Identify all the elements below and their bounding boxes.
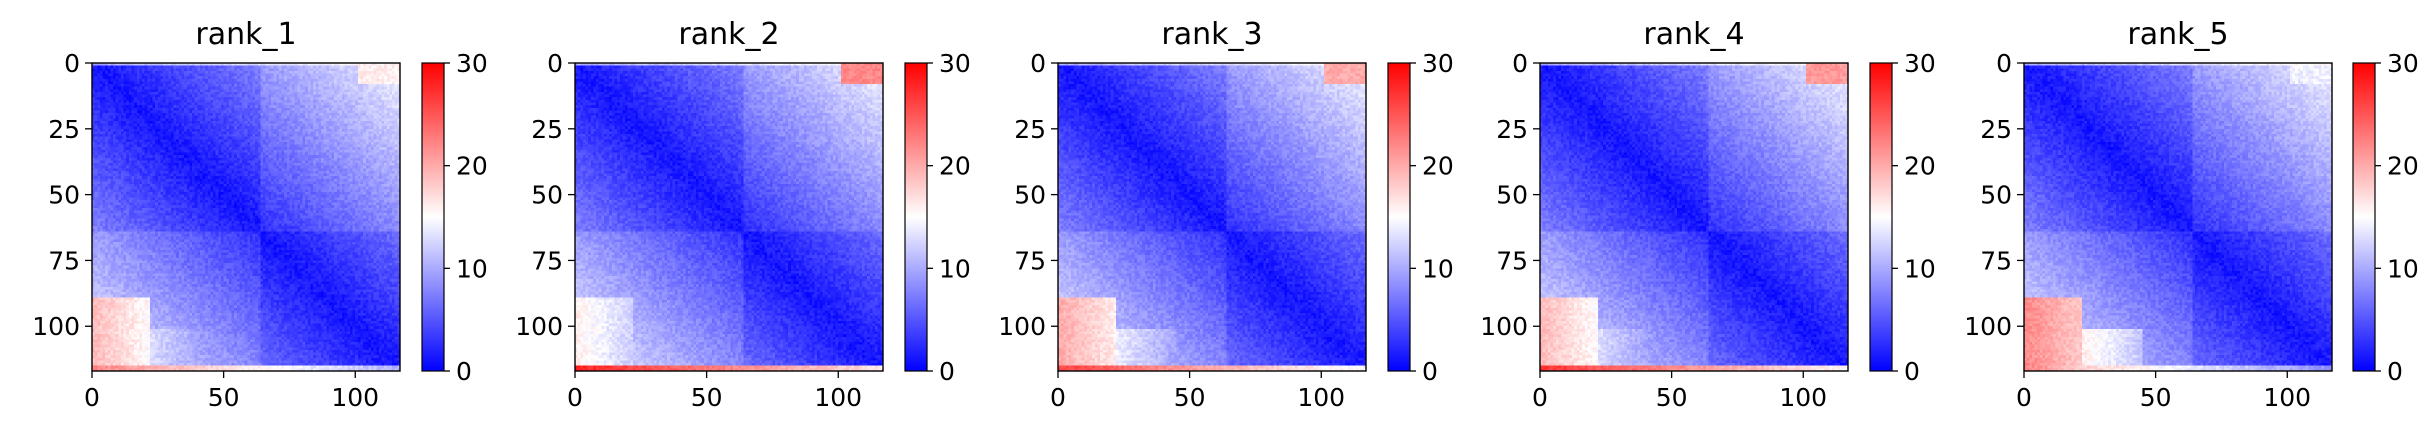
axes-frame — [1057, 62, 1367, 372]
colorbar — [904, 62, 928, 372]
subplot-rank_4: rank_4 0 25 50 75 100 0 50 100 0 10 20 30 — [1480, 17, 1936, 412]
colorbar-tick-label: 30 — [1904, 49, 1936, 78]
y-tick-label: 75 — [531, 246, 563, 275]
y-tick-label: 75 — [1980, 246, 2012, 275]
y-tick-label: 0 — [1512, 49, 1528, 78]
x-tick-label: 0 — [84, 383, 100, 412]
subplot-rank_2: rank_2 0 25 50 75 100 0 50 100 0 10 20 30 — [515, 17, 971, 412]
subplot-title: rank_3 — [1161, 17, 1262, 52]
axes-frame — [91, 62, 401, 372]
colorbar-tick-label: 30 — [456, 49, 488, 78]
x-tick-label: 0 — [567, 383, 583, 412]
axes-frame — [1539, 62, 1849, 372]
colorbar-tick-label: 0 — [2387, 357, 2403, 386]
y-tick-label: 50 — [1980, 181, 2012, 210]
colorbar-tick-label: 10 — [1422, 254, 1454, 283]
subplot-title: rank_5 — [2127, 17, 2228, 52]
x-tick-label: 0 — [2016, 383, 2032, 412]
x-tick-label: 50 — [1174, 383, 1206, 412]
colorbar-tick-label: 10 — [1904, 254, 1936, 283]
subplot-rank_1: rank_1 0 25 50 75 100 0 50 100 0 10 20 30 — [32, 17, 488, 412]
y-tick-label: 100 — [32, 312, 80, 341]
y-tick-label: 100 — [515, 312, 563, 341]
heatmap-rank_5 — [2024, 63, 2332, 371]
colorbar — [1869, 62, 1893, 372]
colorbar-tick-label: 10 — [456, 254, 488, 283]
x-tick-label: 100 — [1297, 383, 1345, 412]
x-tick-label: 100 — [814, 383, 862, 412]
subplot-rank_3: rank_3 0 25 50 75 100 0 50 100 0 10 20 30 — [998, 17, 1454, 412]
colorbar-tick-label: 10 — [939, 254, 971, 283]
y-tick-label: 75 — [1014, 246, 1046, 275]
y-tick-label: 0 — [1030, 49, 1046, 78]
x-tick-label: 50 — [2140, 383, 2172, 412]
y-tick-label: 25 — [1496, 115, 1528, 144]
x-tick-label: 50 — [208, 383, 240, 412]
colorbar-tick-label: 20 — [456, 152, 488, 181]
colorbar-tick-label: 30 — [939, 49, 971, 78]
y-tick-label: 50 — [1014, 181, 1046, 210]
x-tick-label: 100 — [1779, 383, 1827, 412]
colorbar-tick-label: 30 — [2387, 49, 2419, 78]
x-tick-label: 0 — [1532, 383, 1548, 412]
x-tick-label: 0 — [1050, 383, 1066, 412]
subplot-title: rank_4 — [1643, 17, 1744, 52]
y-tick-label: 50 — [531, 181, 563, 210]
y-tick-label: 0 — [547, 49, 563, 78]
heatmap-rank_4 — [1540, 63, 1848, 371]
colorbar-tick-label: 10 — [2387, 254, 2419, 283]
colorbar-tick-label: 20 — [1422, 152, 1454, 181]
y-tick-label: 50 — [48, 181, 80, 210]
y-tick-label: 0 — [64, 49, 80, 78]
heatmap-rank_3 — [1058, 63, 1366, 371]
colorbar-tick-label: 20 — [1904, 152, 1936, 181]
colorbar — [1387, 62, 1411, 372]
colorbar-tick-label: 0 — [456, 357, 472, 386]
y-tick-label: 100 — [1964, 312, 2012, 341]
y-tick-label: 25 — [531, 115, 563, 144]
y-tick-label: 25 — [1980, 115, 2012, 144]
colorbar-tick-label: 30 — [1422, 49, 1454, 78]
x-tick-label: 100 — [2263, 383, 2311, 412]
heatmap-rank_2 — [575, 63, 883, 371]
y-tick-label: 0 — [1996, 49, 2012, 78]
x-tick-label: 50 — [691, 383, 723, 412]
colorbar — [421, 62, 445, 372]
y-tick-label: 25 — [1014, 115, 1046, 144]
axes-frame — [574, 62, 884, 372]
heatmap-rank_1 — [92, 63, 400, 371]
y-tick-label: 100 — [998, 312, 1046, 341]
y-tick-label: 100 — [1480, 312, 1528, 341]
y-tick-label: 75 — [48, 246, 80, 275]
colorbar-tick-label: 20 — [2387, 152, 2419, 181]
colorbar-tick-label: 0 — [939, 357, 955, 386]
subplot-title: rank_1 — [195, 17, 296, 52]
y-tick-label: 50 — [1496, 181, 1528, 210]
colorbar-tick-label: 20 — [939, 152, 971, 181]
axes-frame — [2023, 62, 2333, 372]
colorbar-tick-label: 0 — [1422, 357, 1438, 386]
colorbar — [2352, 62, 2376, 372]
colorbar-tick-label: 0 — [1904, 357, 1920, 386]
subplot-title: rank_2 — [678, 17, 779, 52]
subplot-rank_5: rank_5 0 25 50 75 100 0 50 100 0 10 20 30 — [1964, 17, 2419, 412]
y-tick-label: 75 — [1496, 246, 1528, 275]
y-tick-label: 25 — [48, 115, 80, 144]
x-tick-label: 100 — [331, 383, 379, 412]
x-tick-label: 50 — [1656, 383, 1688, 412]
